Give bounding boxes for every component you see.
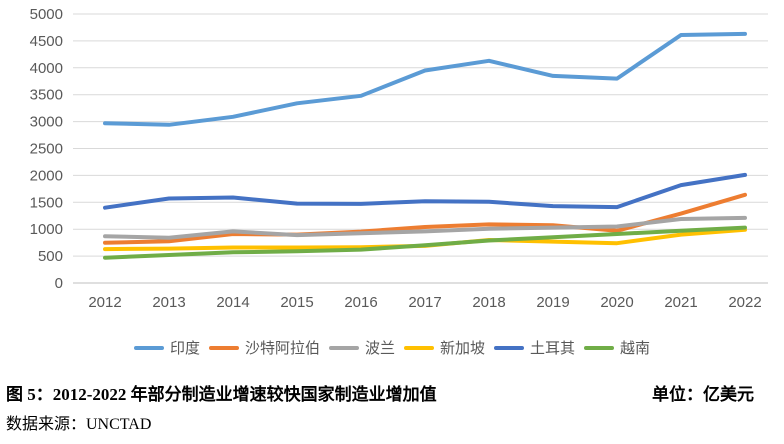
legend-label: 波兰 [364, 340, 395, 357]
y-axis-tick-label: 0 [55, 275, 63, 292]
x-axis-tick-label: 2014 [216, 294, 249, 311]
y-axis-tick-label: 1000 [30, 221, 63, 238]
y-axis-tick-label: 2000 [30, 167, 63, 184]
legend-item-vietnam: 越南 [584, 337, 650, 358]
x-axis-tick-label: 2019 [536, 294, 569, 311]
series-line-5 [103, 225, 747, 260]
line-chart: 0 500 1000 1500 2000 2500 3000 3500 4000 4500 5000… [30, 6, 768, 311]
x-axis-tick-label: 2013 [152, 294, 185, 311]
y-axis-tick-label: 1500 [30, 194, 63, 211]
x-axis-tick-label: 2016 [344, 294, 377, 311]
legend-item-turkey: 土耳其 [494, 337, 575, 358]
legend-label: 越南 [620, 340, 651, 357]
unit-label: 单位：亿美元 [652, 385, 754, 404]
legend-item-saudi-arabia: 沙特阿拉伯 [208, 337, 320, 358]
x-axis-tick-label: 2018 [472, 294, 505, 311]
y-axis-tick-label: 2500 [30, 141, 63, 158]
y-axis-tick-label: 4000 [30, 60, 63, 77]
y-axis-tick-label: 4500 [30, 33, 63, 50]
y-axis-tick-label: 5000 [30, 6, 63, 23]
legend-line-swatch [133, 345, 164, 350]
series-line-0 [103, 31, 747, 127]
y-axis-tick-label: 3500 [30, 87, 63, 104]
x-axis-tick-label: 2012 [88, 294, 121, 311]
y-axis-tick-label: 3000 [30, 114, 63, 131]
legend-line-swatch [328, 345, 359, 350]
series-line-4 [103, 172, 747, 210]
x-axis-tick-label: 2017 [408, 294, 441, 311]
legend-item-poland: 波兰 [328, 337, 395, 358]
data-source: 数据来源：UNCTAD [6, 416, 152, 433]
legend-label: 土耳其 [530, 340, 576, 357]
x-axis-tick-label: 2015 [280, 294, 313, 311]
figure-caption: 图 5：2012-2022 年部分制造业增速较快国家制造业增加值 [6, 385, 437, 404]
chart-legend: 印度 沙特阿拉伯 波兰 新加坡 土耳其 越南 [0, 337, 784, 358]
legend-line-swatch [584, 345, 615, 350]
legend-line-swatch [494, 345, 525, 350]
legend-label: 新加坡 [440, 340, 486, 357]
y-axis-tick-label: 500 [38, 248, 63, 265]
series-line-2 [103, 215, 747, 240]
legend-label: 印度 [169, 340, 200, 357]
legend-item-india: 印度 [133, 337, 200, 358]
caption-row: 图 5：2012-2022 年部分制造业增速较快国家制造业增加值 单位：亿美元 [6, 380, 754, 405]
x-axis-tick-label: 2022 [728, 294, 761, 311]
x-axis-tick-label: 2020 [600, 294, 633, 311]
x-axis-tick-label: 2021 [664, 294, 697, 311]
legend-item-singapore: 新加坡 [404, 337, 485, 358]
legend-label: 沙特阿拉伯 [244, 340, 320, 357]
legend-line-swatch [208, 345, 239, 350]
legend-line-swatch [404, 345, 434, 350]
